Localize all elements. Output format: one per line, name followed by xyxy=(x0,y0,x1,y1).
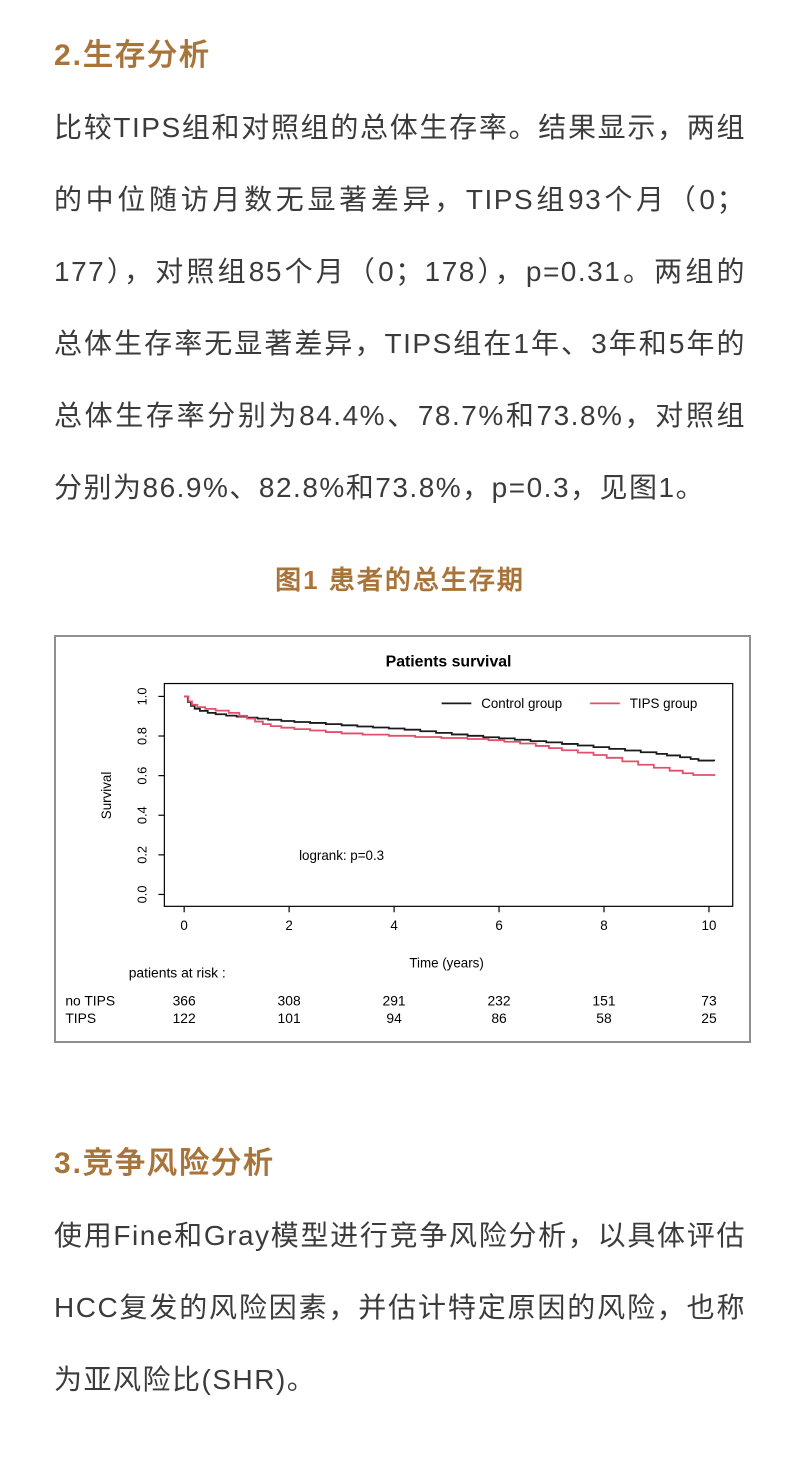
y-tick-label: 1.0 xyxy=(135,687,150,705)
x-tick-label: 8 xyxy=(600,918,607,933)
y-tick-label: 0.4 xyxy=(135,806,150,824)
x-tick-label: 2 xyxy=(285,918,292,933)
risk-row-value: 122 xyxy=(173,1010,196,1026)
risk-row-value: 308 xyxy=(278,992,301,1008)
kaplan-meier-plot: Patients survival 0 2 4 6 8 10 0.0 0.2 0.4 0.6 0.8 1… xyxy=(65,654,734,1026)
risk-row-value: 86 xyxy=(491,1010,507,1026)
y-tick-label: 0.2 xyxy=(135,846,150,864)
risk-row-value: 73 xyxy=(701,992,717,1008)
tips-group-curve xyxy=(184,695,716,777)
x-tick-label: 6 xyxy=(495,918,502,933)
logrank-annotation: logrank: p=0.3 xyxy=(299,848,384,863)
section-survival-body: 比较TIPS组和对照组的总体生存率。结果显示，两组的中位随访月数无显著差异，TI… xyxy=(54,112,746,503)
control-group-curve xyxy=(184,695,716,762)
section-competing-risk-body: 使用Fine和Gray模型进行竞争风险分析，以具体评估HCC复发的风险因素，并估… xyxy=(54,1220,746,1395)
figure-1-caption: 图1 患者的总生存期 xyxy=(275,565,525,595)
risk-row-value: 291 xyxy=(383,992,406,1008)
risk-row-value: 58 xyxy=(596,1010,612,1026)
risk-row-value: 232 xyxy=(487,992,510,1008)
risk-row-value: 94 xyxy=(386,1010,402,1026)
section-competing-risk-heading: 3.竞争风险分析 xyxy=(54,1147,276,1180)
document-page: 2.生存分析 比较TIPS组和对照组的总体生存率。结果显示，两组的中位随访月数无… xyxy=(54,39,751,1395)
risk-table-label: patients at risk : xyxy=(129,965,226,981)
risk-row-value: 101 xyxy=(278,1010,301,1026)
chart-title: Patients survival xyxy=(386,654,512,671)
legend-label: Control group xyxy=(481,696,562,711)
section-survival-heading: 2.生存分析 xyxy=(54,39,212,72)
risk-row-name: TIPS xyxy=(65,1010,96,1026)
x-axis-label: Time (years) xyxy=(409,956,483,971)
risk-row-name: no TIPS xyxy=(65,992,115,1008)
y-axis-label: Survival xyxy=(99,772,114,820)
x-tick-label: 0 xyxy=(180,918,187,933)
x-tick-label: 4 xyxy=(390,918,398,933)
figure-1-survival-chart: Patients survival 0 2 4 6 8 10 0.0 0.2 0.4 0.6 0.8 1… xyxy=(54,635,751,1043)
y-tick-label: 0.8 xyxy=(135,727,150,745)
plot-box xyxy=(163,682,734,907)
x-tick-label: 10 xyxy=(702,918,717,933)
risk-row-value: 366 xyxy=(173,992,196,1008)
y-tick-label: 0.0 xyxy=(135,886,150,904)
risk-row-value: 151 xyxy=(592,992,615,1008)
y-tick-label: 0.6 xyxy=(135,767,150,785)
legend-label: TIPS group xyxy=(630,696,698,711)
risk-row-value: 25 xyxy=(701,1010,717,1026)
